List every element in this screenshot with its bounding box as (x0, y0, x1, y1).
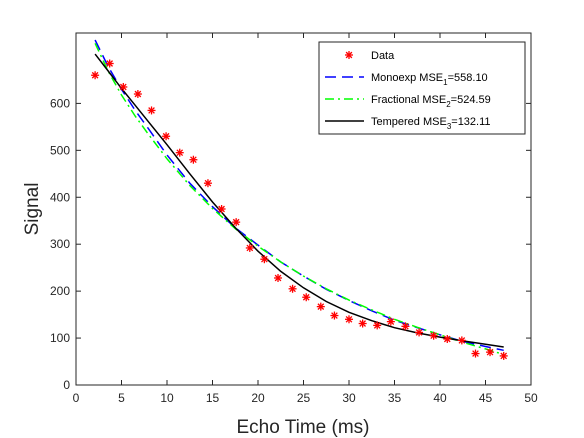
y-tick-label: 0 (63, 378, 70, 392)
data-point (386, 317, 395, 326)
y-axis-title: Signal (22, 183, 43, 236)
marker-stroke (204, 179, 212, 187)
legend-item: Tempered MSE3=132.11 (325, 116, 491, 131)
y-tick-label: 400 (50, 190, 70, 204)
data-point (457, 336, 466, 345)
marker-stroke (430, 332, 437, 340)
marker-stroke (415, 329, 423, 336)
data-point (499, 351, 508, 360)
marker-stroke (91, 71, 99, 79)
series-layer (91, 39, 508, 360)
x-tick-label: 0 (73, 391, 80, 405)
y-tick-label: 500 (50, 143, 70, 157)
data-point (189, 155, 198, 164)
marker-stroke (317, 303, 325, 310)
data-point (133, 90, 142, 99)
legend-label: Monoexp MSE1=558.10 (371, 72, 488, 87)
x-tick-label: 45 (479, 391, 493, 405)
marker-stroke (106, 60, 114, 67)
marker-stroke (246, 244, 254, 252)
x-tick-label: 10 (160, 391, 174, 405)
data-point (217, 205, 226, 213)
data-point (486, 348, 495, 357)
y-tick-label: 100 (50, 331, 70, 345)
y-tick-label: 300 (50, 237, 70, 251)
marker-stroke (387, 318, 395, 325)
marker-stroke (232, 218, 240, 226)
data-point (330, 311, 339, 320)
y-tick-label: 200 (50, 284, 70, 298)
marker-stroke (500, 352, 508, 360)
data-point (162, 132, 171, 141)
data-point (232, 218, 241, 227)
data-point (288, 284, 297, 293)
data-point (358, 319, 367, 328)
x-tick-label: 15 (206, 391, 220, 405)
data-point (245, 243, 254, 252)
data-point (302, 293, 311, 302)
marker-stroke (486, 348, 494, 356)
marker-stroke (218, 205, 225, 213)
x-tick-label: 20 (251, 391, 265, 405)
marker-stroke (134, 90, 142, 98)
marker-stroke (289, 285, 296, 293)
marker-stroke (176, 149, 184, 157)
data-point (105, 59, 114, 68)
legend-item: Monoexp MSE1=558.10 (325, 72, 488, 87)
legend-item: Data (345, 50, 395, 62)
series-line-2 (94, 42, 504, 356)
marker-stroke (443, 335, 451, 343)
marker-stroke (345, 315, 353, 323)
data-point (203, 179, 212, 188)
marker-stroke (274, 274, 282, 282)
marker-stroke (302, 293, 310, 301)
legend-marker (345, 51, 353, 59)
data-point (91, 71, 100, 80)
x-tick-label: 5 (118, 391, 125, 405)
legend-item: Fractional MSE2=524.59 (325, 94, 491, 109)
data-point (443, 335, 452, 344)
data-point (316, 302, 325, 311)
marker-stroke (190, 156, 197, 164)
legend: Data Monoexp MSE1=558.10 Fractional MSE2=5… (318, 41, 526, 135)
legend-label: Tempered MSE3=132.11 (371, 116, 491, 131)
data-point (274, 273, 283, 282)
marker-stroke (148, 107, 155, 114)
data-point (429, 331, 438, 340)
legend-box (318, 41, 526, 135)
marker-stroke (162, 132, 170, 140)
data-point (345, 315, 353, 324)
marker-stroke (472, 350, 479, 357)
marker-stroke (359, 320, 366, 327)
x-axis-title: Echo Time (ms) (236, 417, 369, 438)
legend-label: Fractional MSE2=524.59 (371, 94, 491, 109)
marker-stroke (402, 322, 409, 330)
x-tick-label: 40 (433, 391, 447, 405)
data-point (260, 255, 269, 264)
y-tick-label: 600 (50, 96, 70, 110)
data-point (119, 82, 128, 91)
marker-stroke (458, 337, 466, 344)
x-tick-label: 35 (388, 391, 402, 405)
marker-stroke (119, 83, 127, 91)
data-point (415, 328, 424, 337)
x-tick-label: 50 (524, 391, 538, 405)
data-point (401, 322, 410, 331)
x-tick-label: 30 (342, 391, 356, 405)
data-point (147, 106, 156, 115)
marker-stroke (345, 51, 353, 59)
marker-stroke (373, 322, 381, 329)
data-point (175, 148, 184, 157)
data-point (373, 321, 382, 330)
marker-stroke (331, 312, 338, 319)
data-point (471, 349, 480, 358)
legend-label: Data (371, 50, 395, 62)
x-tick-label: 25 (297, 391, 311, 405)
marker-stroke (261, 255, 268, 263)
